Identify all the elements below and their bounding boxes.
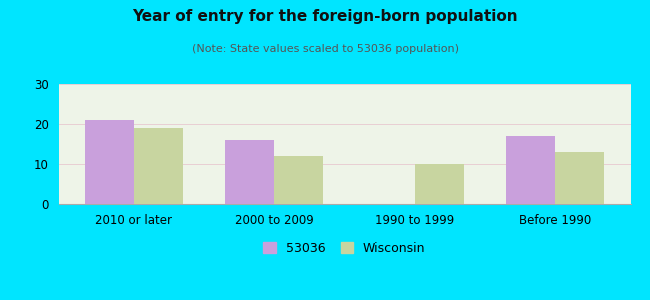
Text: (Note: State values scaled to 53036 population): (Note: State values scaled to 53036 popu… [192, 44, 458, 53]
Bar [84, 120, 134, 204]
Bar [225, 140, 274, 204]
Bar [415, 164, 464, 204]
Legend: 53036, Wisconsin: 53036, Wisconsin [259, 237, 430, 260]
Bar [134, 128, 183, 204]
Bar [506, 136, 555, 204]
Text: Year of entry for the foreign-born population: Year of entry for the foreign-born popul… [132, 9, 518, 24]
Bar [555, 152, 605, 204]
Bar [274, 156, 324, 204]
